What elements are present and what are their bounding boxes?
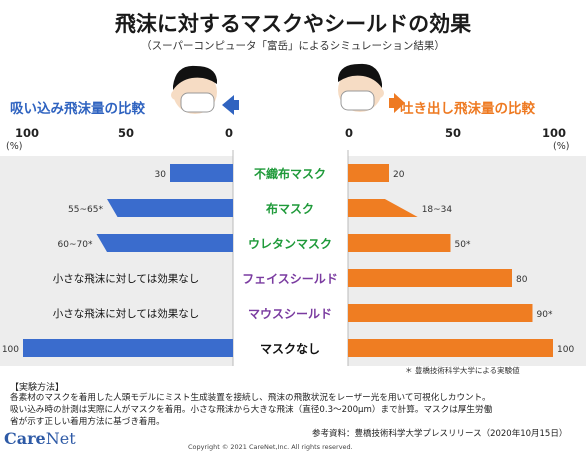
page-title: 飛沫に対するマスクやシールドの効果: [114, 12, 472, 36]
inhale-bar: [107, 199, 233, 217]
exhale-value-label: 100: [557, 345, 574, 355]
exhale-tick-0: 0: [345, 126, 354, 140]
category-label: マウスシールド: [248, 307, 332, 321]
notes-line: 省が示す正しい着用方法に基づき着用。: [10, 417, 165, 427]
carenet-logo: CareNet: [4, 429, 76, 448]
inhale-bar: [96, 234, 233, 252]
inhale-bar: [23, 339, 233, 357]
footnote: ＊ 豊橋技術科学大学による実験値: [405, 366, 520, 375]
inhale-unit-label: (%): [6, 141, 23, 152]
exhale-value-label: 18~34: [422, 205, 453, 215]
exhale-arrow-icon: [389, 93, 405, 113]
exhale-bar: [348, 304, 533, 322]
inhale-bar: [170, 164, 233, 182]
inhale-value-label: 60~70*: [58, 240, 93, 250]
inhale-tick-0: 0: [225, 126, 234, 140]
exhale-value-label: 80: [516, 275, 528, 285]
exhale-value-label: 90*: [537, 310, 553, 320]
inhale-value-label: 100: [2, 345, 19, 355]
exhale-bar: [348, 199, 418, 217]
inhale-no-effect-label: 小さな飛沫に対しては効果なし: [53, 307, 199, 320]
page-subtitle: （スーパーコンピュータ「富岳」によるシミュレーション結果）: [141, 40, 445, 52]
inhale-value-label: 30: [155, 170, 167, 180]
notes-line: 各素材のマスクを着用した人頭モデルにミスト生成装置を接続し、飛沫の飛散状況をレー…: [10, 393, 491, 403]
inhale-value-label: 55~65*: [68, 205, 103, 215]
exhale-panel-title: 吐き出し飛沫量の比較: [400, 101, 535, 117]
logo-part-care: Care: [4, 429, 46, 448]
reference-note: 参考資料：豊橋技術科学大学プレスリリース（2020年10月15日）: [312, 429, 568, 439]
exhale-tick-100: 100: [542, 126, 567, 140]
logo-part-net: Net: [45, 429, 76, 448]
exhale-value-label: 50*: [455, 240, 471, 250]
inhale-tick-100: 100: [15, 126, 40, 140]
inhale-panel-background: [0, 156, 233, 366]
category-label: マスクなし: [260, 342, 320, 356]
exhale-person-icon: [338, 63, 384, 112]
exhale-bar: [348, 164, 389, 182]
inhale-person-icon: [171, 65, 217, 114]
category-label: 布マスク: [266, 201, 314, 216]
exhale-value-label: 20: [393, 170, 405, 180]
exhale-tick-50: 50: [445, 126, 462, 140]
exhale-panel-background: [348, 156, 586, 366]
notes-heading: 【実験方法】: [10, 383, 65, 393]
inhale-tick-50: 50: [118, 126, 135, 140]
exhale-bar: [348, 234, 451, 252]
exhale-bar: [348, 269, 512, 287]
inhale-panel-title: 吸い込み飛沫量の比較: [10, 101, 145, 117]
inhale-no-effect-label: 小さな飛沫に対しては効果なし: [53, 272, 199, 285]
category-label: ウレタンマスク: [248, 237, 332, 251]
exhale-bar: [348, 339, 553, 357]
exhale-unit-label: (%): [553, 141, 570, 152]
notes-line: 吸い込み時の計測は実際に人がマスクを着用。小さな飛沫から大きな飛沫（直径0.3〜…: [10, 405, 493, 415]
category-label: フェイスシールド: [242, 272, 338, 286]
category-label: 不織布マスク: [254, 166, 326, 181]
inhale-arrow-icon: [222, 95, 239, 115]
copyright-notice: Copyright © 2021 CareNet,Inc. All rights…: [188, 443, 353, 451]
